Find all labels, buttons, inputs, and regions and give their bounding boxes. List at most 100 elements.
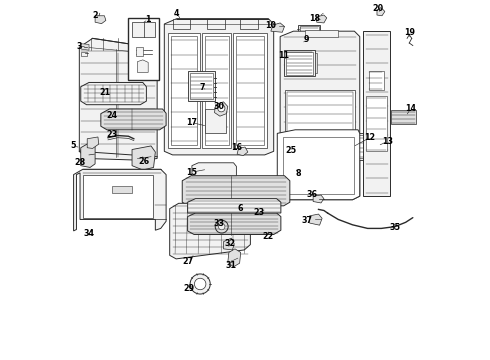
Polygon shape [377,9,385,16]
Bar [205,36,228,145]
Text: 5: 5 [71,141,76,150]
Polygon shape [164,19,274,155]
Polygon shape [81,82,147,105]
Polygon shape [74,169,166,231]
Bar [83,175,153,218]
Bar [188,71,215,101]
Text: 4: 4 [174,9,180,18]
Polygon shape [79,39,157,160]
Bar [283,137,354,194]
Polygon shape [182,176,290,206]
Bar [287,93,353,160]
Text: 22: 22 [263,232,274,241]
Bar [202,33,231,148]
Text: 7: 7 [199,83,205,92]
Polygon shape [228,249,241,267]
Bar [392,110,416,125]
Text: 3: 3 [76,42,82,51]
Text: 23: 23 [253,208,264,217]
Bar [285,50,315,76]
Bar [172,19,191,30]
Text: 17: 17 [186,118,197,127]
Text: 27: 27 [183,257,194,266]
Circle shape [218,105,225,112]
Polygon shape [137,60,148,72]
Text: 24: 24 [107,111,118,120]
Polygon shape [364,31,390,196]
Polygon shape [188,199,281,213]
Polygon shape [81,51,87,55]
Bar [233,33,267,148]
Bar [351,135,371,158]
Polygon shape [271,23,285,32]
Text: 35: 35 [390,223,400,232]
Text: 30: 30 [214,102,225,111]
Text: 20: 20 [373,4,384,13]
Bar [305,30,338,37]
Polygon shape [95,16,106,24]
Polygon shape [223,238,234,250]
Polygon shape [310,214,322,225]
Bar [128,18,159,80]
Bar [240,19,258,30]
Text: 34: 34 [83,229,95,238]
Polygon shape [280,31,360,200]
Text: 31: 31 [225,261,236,270]
Polygon shape [215,102,228,116]
Circle shape [190,274,210,294]
Text: 13: 13 [382,137,393,146]
Text: 8: 8 [295,169,301,178]
Bar [298,25,320,51]
Polygon shape [136,47,143,56]
Text: 9: 9 [304,35,309,44]
Text: 29: 29 [184,284,195,293]
Circle shape [219,224,225,230]
Text: 12: 12 [364,133,375,142]
Circle shape [195,278,206,290]
Polygon shape [87,137,98,148]
Bar [366,96,387,151]
Text: 26: 26 [138,157,149,166]
Polygon shape [317,15,327,23]
Bar [191,73,213,99]
Polygon shape [81,44,89,50]
Polygon shape [277,130,360,200]
Text: 10: 10 [265,21,276,30]
Polygon shape [170,203,250,259]
Text: 2: 2 [93,10,98,19]
Text: 37: 37 [301,216,312,225]
Text: 19: 19 [404,28,415,37]
Text: 1: 1 [146,15,151,24]
Bar [132,22,155,37]
Text: 23: 23 [106,130,117,139]
Text: 25: 25 [285,146,296,155]
Polygon shape [313,195,324,203]
Text: 28: 28 [74,158,86,167]
Polygon shape [101,109,166,130]
Polygon shape [132,146,155,170]
Text: 15: 15 [186,168,197,177]
Bar [168,33,200,148]
Bar [368,71,384,90]
Bar [349,134,373,160]
Polygon shape [315,53,318,73]
Bar [285,90,355,162]
Polygon shape [81,142,95,167]
Polygon shape [373,137,377,158]
Text: 32: 32 [224,239,236,248]
Text: 14: 14 [405,104,416,113]
Bar [236,36,265,145]
Bar [171,36,197,145]
Bar [207,19,225,30]
Polygon shape [192,163,236,176]
Bar [299,26,319,50]
Bar [205,109,225,134]
Text: 16: 16 [232,143,243,152]
Text: 33: 33 [214,219,225,228]
Polygon shape [237,147,248,156]
Text: 11: 11 [278,51,289,60]
Text: 21: 21 [99,87,111,96]
Text: 18: 18 [309,14,320,23]
Text: 6: 6 [238,204,244,213]
Text: 36: 36 [307,190,318,199]
